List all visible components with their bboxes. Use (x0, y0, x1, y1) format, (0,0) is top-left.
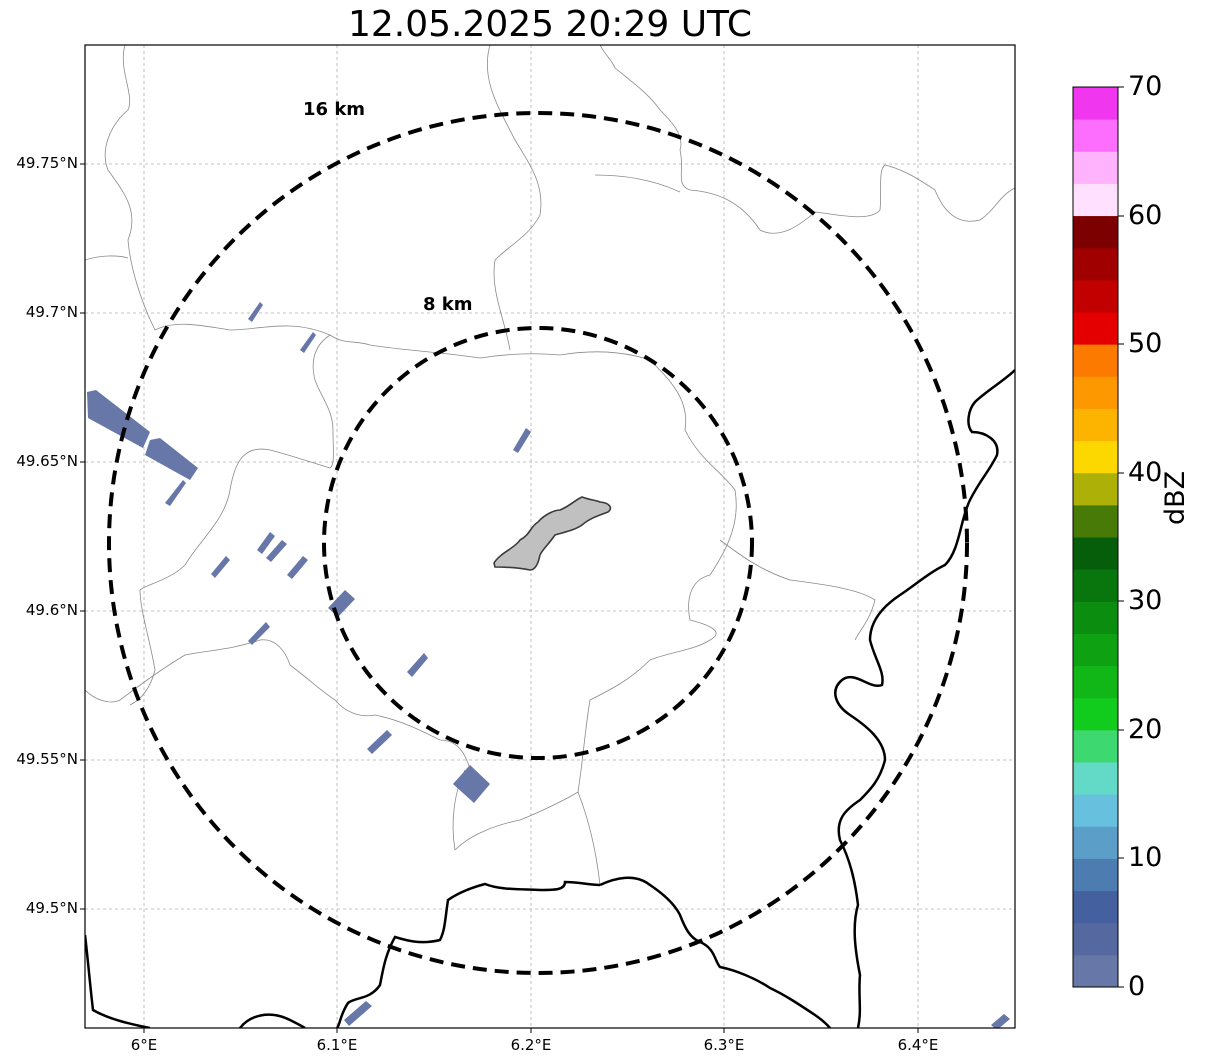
lat-tick-label: 49.55°N (16, 750, 78, 768)
colorbar-segment (1073, 697, 1118, 731)
lon-tick-label: 6°E (130, 1036, 158, 1054)
colorbar-segment (1073, 794, 1118, 827)
colorbar-segment (1073, 376, 1118, 409)
colorbar-segment (1073, 601, 1118, 634)
colorbar-segment (1073, 312, 1118, 345)
colorbar-segment (1073, 440, 1118, 474)
axis-tick-marks (80, 163, 919, 1033)
range-ring-8km (322, 326, 754, 760)
radar-echo (248, 302, 263, 322)
range-ring-label-16km: 16 km (303, 99, 365, 120)
radar-echo (211, 556, 230, 578)
colorbar-segment (1073, 183, 1118, 217)
admin-boundaries (85, 45, 1015, 886)
lat-tick-label: 49.5°N (25, 899, 78, 917)
colorbar-segment (1073, 569, 1118, 602)
radar-echo (344, 1001, 372, 1026)
radar-echo (145, 438, 198, 480)
colorbar-segment (1073, 151, 1118, 184)
colorbar-tick-label: 30 (1128, 585, 1163, 616)
colorbar-tick-label: 60 (1128, 200, 1163, 231)
colorbar-segment (1073, 858, 1118, 892)
lat-tick-label: 49.75°N (16, 154, 78, 172)
lon-tick-label: 6.1°E (316, 1036, 358, 1054)
colorbar-tick-label: 40 (1128, 457, 1163, 488)
lat-tick-label: 49.6°N (25, 601, 78, 619)
colorbar-frame (1072, 86, 1119, 988)
colorbar-label: dBZ (1160, 470, 1191, 525)
radar-echo (367, 730, 392, 754)
colorbar-segment (1073, 890, 1118, 924)
colorbar-tick-label: 10 (1128, 842, 1163, 873)
colorbar-tick-label: 50 (1128, 328, 1163, 359)
range-rings (107, 111, 969, 975)
colorbar-tick-marks (1118, 86, 1124, 988)
radar-echo (991, 1014, 1010, 1028)
colorbar-tick-label: 20 (1128, 714, 1163, 745)
range-ring-16km (107, 111, 969, 975)
range-ring-label-8km: 8 km (423, 294, 473, 315)
lon-tick-label: 6.2°E (510, 1036, 552, 1054)
city-area (493, 496, 612, 571)
lon-tick-label: 6.3°E (703, 1036, 745, 1054)
lat-tick-label: 49.65°N (16, 452, 78, 470)
radar-echo (266, 540, 287, 562)
map-title: 12.05.2025 20:29 UTC (347, 4, 753, 45)
colorbar-segment (1073, 665, 1118, 699)
colorbar (1073, 87, 1118, 988)
radar-echo (513, 428, 531, 453)
national-borders (85, 369, 1015, 1028)
radar-echo (453, 765, 490, 803)
radar-echo (287, 556, 308, 579)
radar-echo (87, 390, 150, 448)
colorbar-tick-label: 0 (1128, 971, 1146, 1002)
colorbar-segment (1073, 119, 1118, 152)
lon-tick-label: 6.4°E (897, 1036, 939, 1054)
colorbar-segment (1073, 633, 1118, 667)
colorbar-segment (1073, 729, 1118, 763)
radar-echo (165, 480, 186, 506)
gridlines (85, 45, 1015, 1028)
radar-echoes (87, 302, 1010, 1028)
colorbar-tick-label: 70 (1128, 71, 1163, 102)
colorbar-segment (1073, 408, 1118, 442)
radar-echo (257, 532, 275, 554)
colorbar-segment (1073, 954, 1118, 988)
colorbar-segment (1073, 762, 1118, 795)
colorbar-segment (1073, 472, 1118, 506)
colorbar-segment (1073, 504, 1118, 538)
map-frame (84, 44, 1016, 1029)
colorbar-segment (1073, 87, 1118, 120)
radar-echo (407, 653, 428, 677)
radar-echo (300, 332, 316, 353)
colorbar-segment (1073, 215, 1118, 249)
colorbar-segment (1073, 826, 1118, 859)
colorbar-segment (1073, 279, 1118, 313)
map-layers: 8 km 16 km (85, 45, 1015, 1028)
radar-echo (248, 622, 270, 645)
colorbar-segment (1073, 247, 1118, 281)
colorbar-segment (1073, 344, 1118, 377)
colorbar-segment (1073, 922, 1118, 956)
lat-tick-label: 49.7°N (25, 303, 78, 321)
colorbar-segment (1073, 537, 1118, 570)
